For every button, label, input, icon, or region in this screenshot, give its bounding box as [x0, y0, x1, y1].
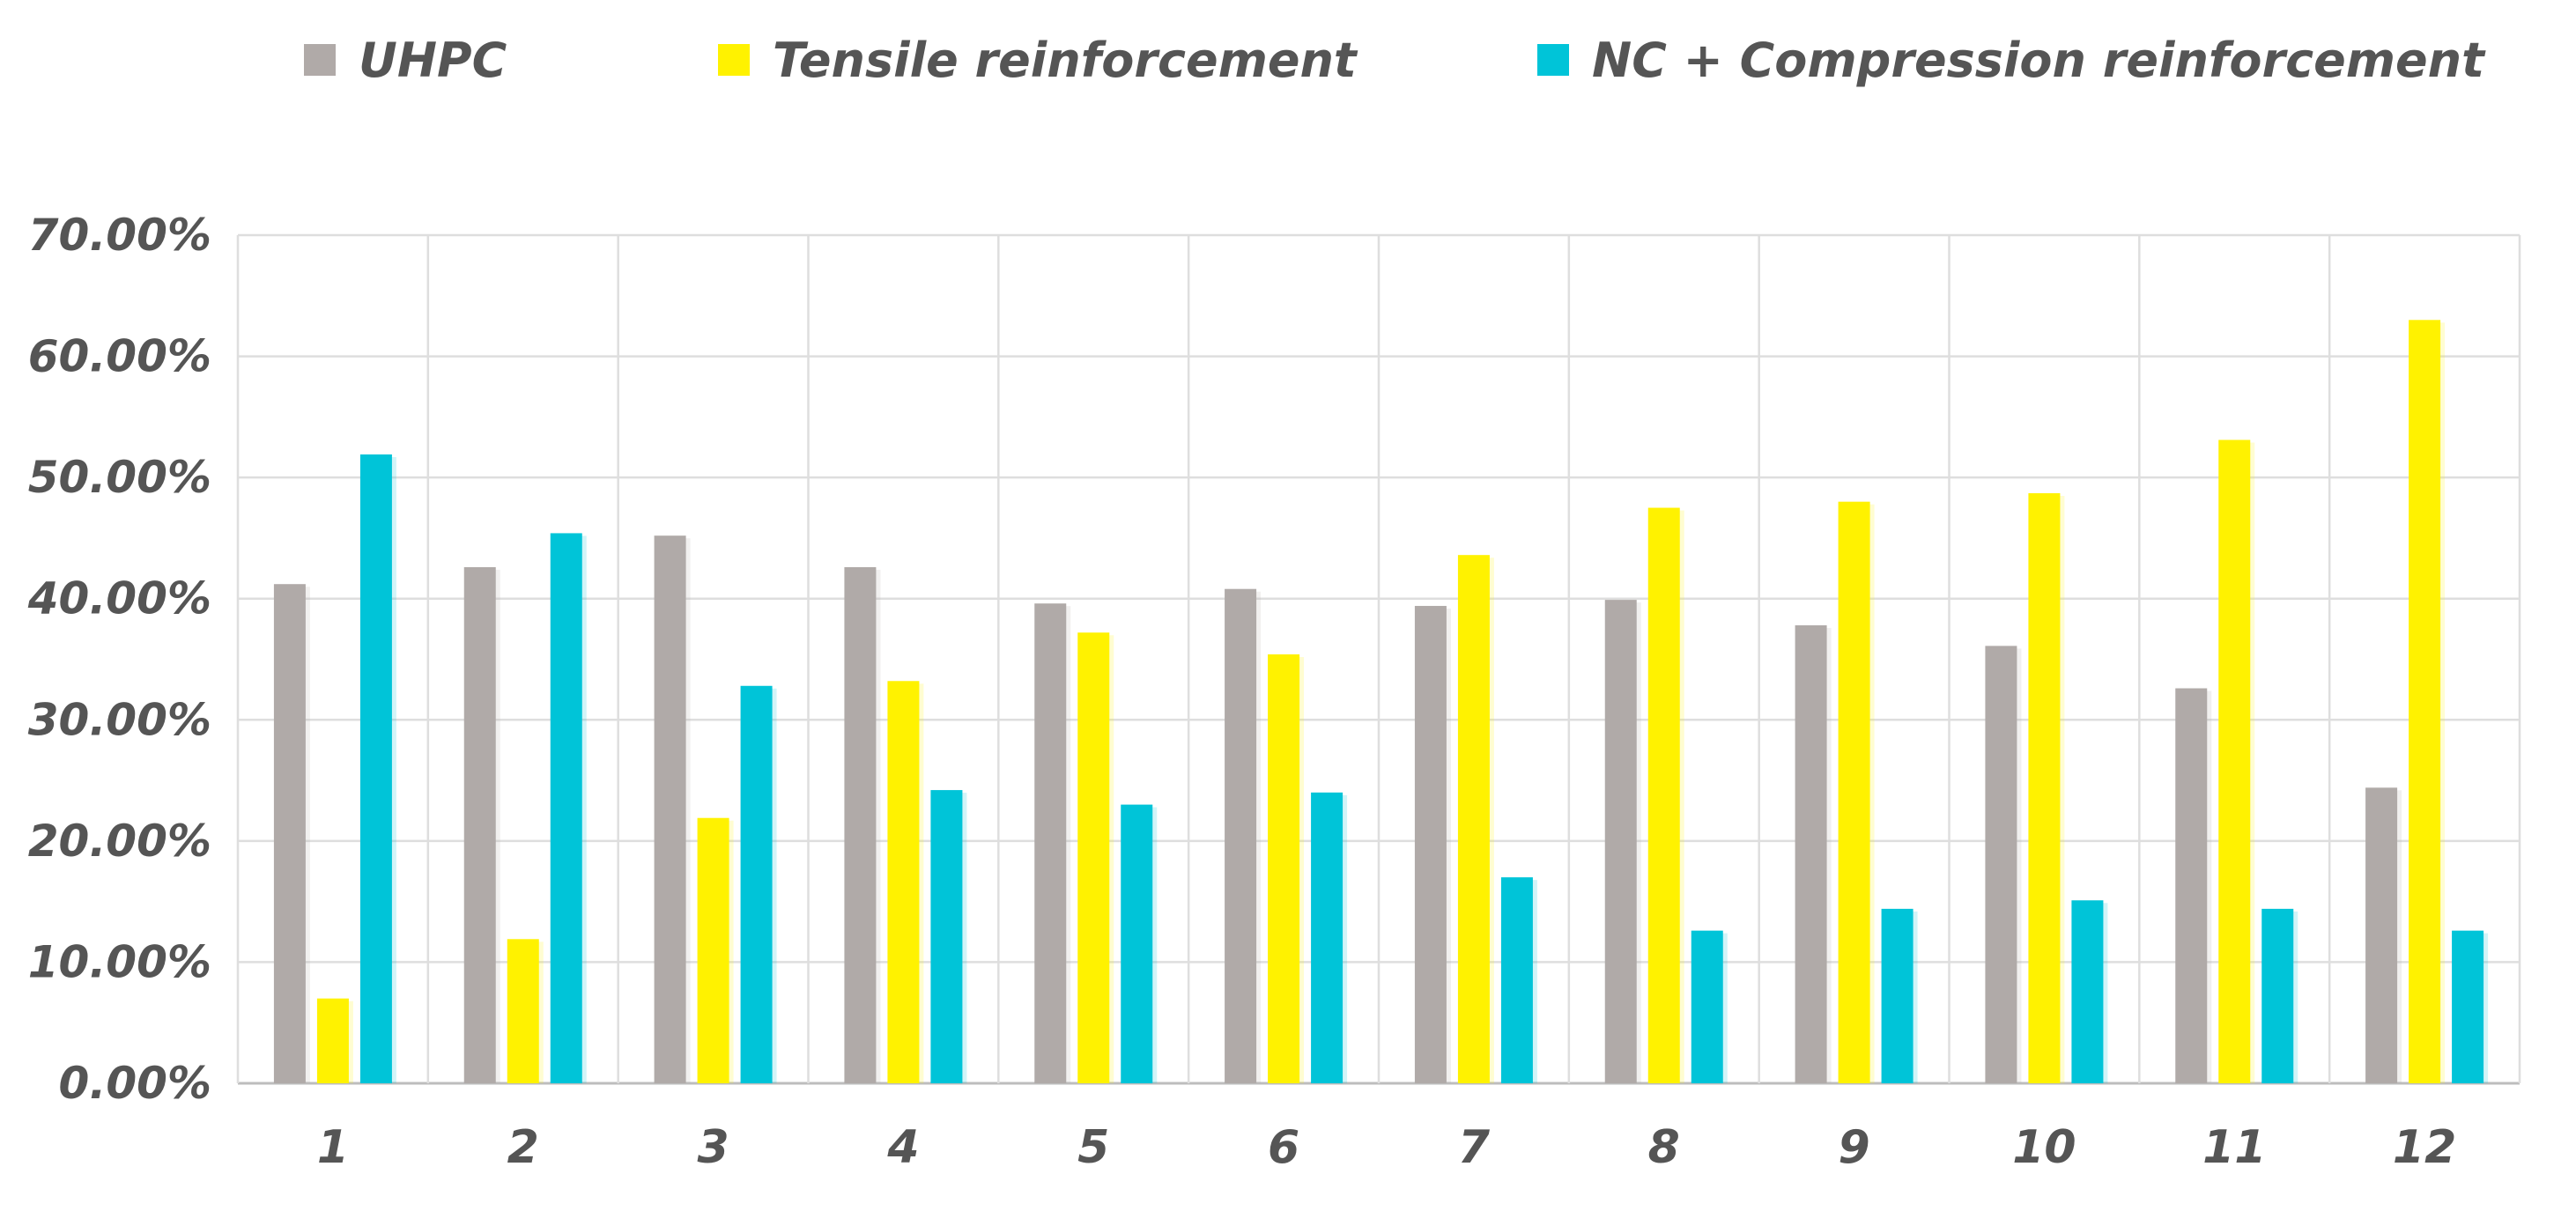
bar-3-4: [930, 790, 963, 1083]
bar-2-3: [697, 817, 729, 1083]
x-tick-label: 7: [1458, 1121, 1491, 1174]
x-tick-label: 1: [317, 1121, 349, 1174]
x-tick-label: 12: [2393, 1121, 2456, 1174]
y-tick-label: 70.00%: [28, 210, 211, 261]
bar-1-1: [273, 584, 306, 1083]
bar-1-3: [654, 535, 686, 1083]
bar-3-5: [1121, 804, 1153, 1083]
y-tick-label: 50.00%: [28, 452, 211, 503]
y-tick-label: 10.00%: [28, 936, 211, 987]
bar-1-9: [1795, 624, 1827, 1083]
bar-1-7: [1414, 605, 1447, 1083]
bar-3-1: [359, 454, 392, 1083]
bar-2-12: [2409, 320, 2441, 1083]
legend-swatch: [1537, 44, 1569, 76]
bar-3-6: [1311, 792, 1344, 1083]
bar-2-5: [1077, 632, 1110, 1083]
x-tick-label: 4: [886, 1121, 919, 1174]
x-tick-label: 9: [1838, 1121, 1869, 1174]
legend-item-1: UHPC: [304, 33, 507, 88]
bar-2-2: [507, 939, 539, 1083]
x-tick-label: 6: [1268, 1121, 1299, 1174]
bar-3-2: [550, 533, 582, 1083]
legend-label: UHPC: [359, 33, 507, 88]
x-tick-label: 5: [1077, 1121, 1109, 1174]
bar-3-10: [2071, 900, 2104, 1083]
legend-label: Tensile reinforcement: [773, 33, 1358, 88]
bar-2-11: [2218, 439, 2251, 1083]
bar-2-10: [2028, 493, 2061, 1083]
x-tick-label: 3: [697, 1121, 729, 1174]
bar-2-7: [1457, 555, 1490, 1083]
x-tick-label: 2: [507, 1121, 539, 1174]
x-axis: 1 2 3 4 5 6 7 8 9 10 11 12: [317, 1121, 2456, 1174]
x-tick-label: 11: [2202, 1121, 2266, 1174]
x-tick-label: 8: [1648, 1121, 1680, 1174]
bar-1-5: [1034, 603, 1067, 1083]
bar-1-8: [1604, 600, 1637, 1083]
bar-1-4: [844, 566, 877, 1083]
legend: UHPC Tensile reinforcement NC + Compressio…: [304, 33, 2486, 88]
bars: [273, 320, 2489, 1083]
y-tick-label: 20.00%: [28, 816, 211, 867]
y-tick-label: 0.00%: [59, 1058, 211, 1109]
y-tick-label: 30.00%: [28, 694, 211, 745]
y-axis: 0.00% 10.00% 20.00% 30.00% 40.00% 50.00% 60.00…: [27, 210, 211, 1109]
bar-2-8: [1647, 507, 1680, 1083]
bar-2-4: [887, 681, 920, 1083]
bar-1-6: [1225, 588, 1257, 1083]
bar-1-2: [463, 566, 496, 1083]
bar-1-10: [1985, 646, 2017, 1083]
bar-1-12: [2365, 787, 2398, 1083]
gridlines: [236, 233, 2521, 1085]
y-tick-label: 60.00%: [28, 331, 211, 382]
bar-3-7: [1500, 877, 1533, 1083]
bar-1-11: [2175, 688, 2208, 1083]
legend-label: NC + Compression reinforcement: [1592, 33, 2486, 88]
bar-2-1: [316, 998, 349, 1083]
bar-3-8: [1691, 930, 1723, 1083]
bar-2-6: [1268, 653, 1300, 1083]
legend-swatch: [304, 44, 336, 76]
legend-swatch: [718, 44, 750, 76]
bar-2-9: [1838, 501, 1870, 1083]
bar-3-12: [2452, 930, 2484, 1083]
bar-3-3: [740, 685, 773, 1083]
x-tick-label: 10: [2012, 1121, 2076, 1174]
legend-item-3: NC + Compression reinforcement: [1537, 33, 2486, 88]
bar-3-11: [2261, 908, 2294, 1083]
bar-3-9: [1881, 908, 1913, 1083]
y-tick-label: 40.00%: [27, 573, 211, 624]
legend-item-2: Tensile reinforcement: [718, 33, 1358, 88]
